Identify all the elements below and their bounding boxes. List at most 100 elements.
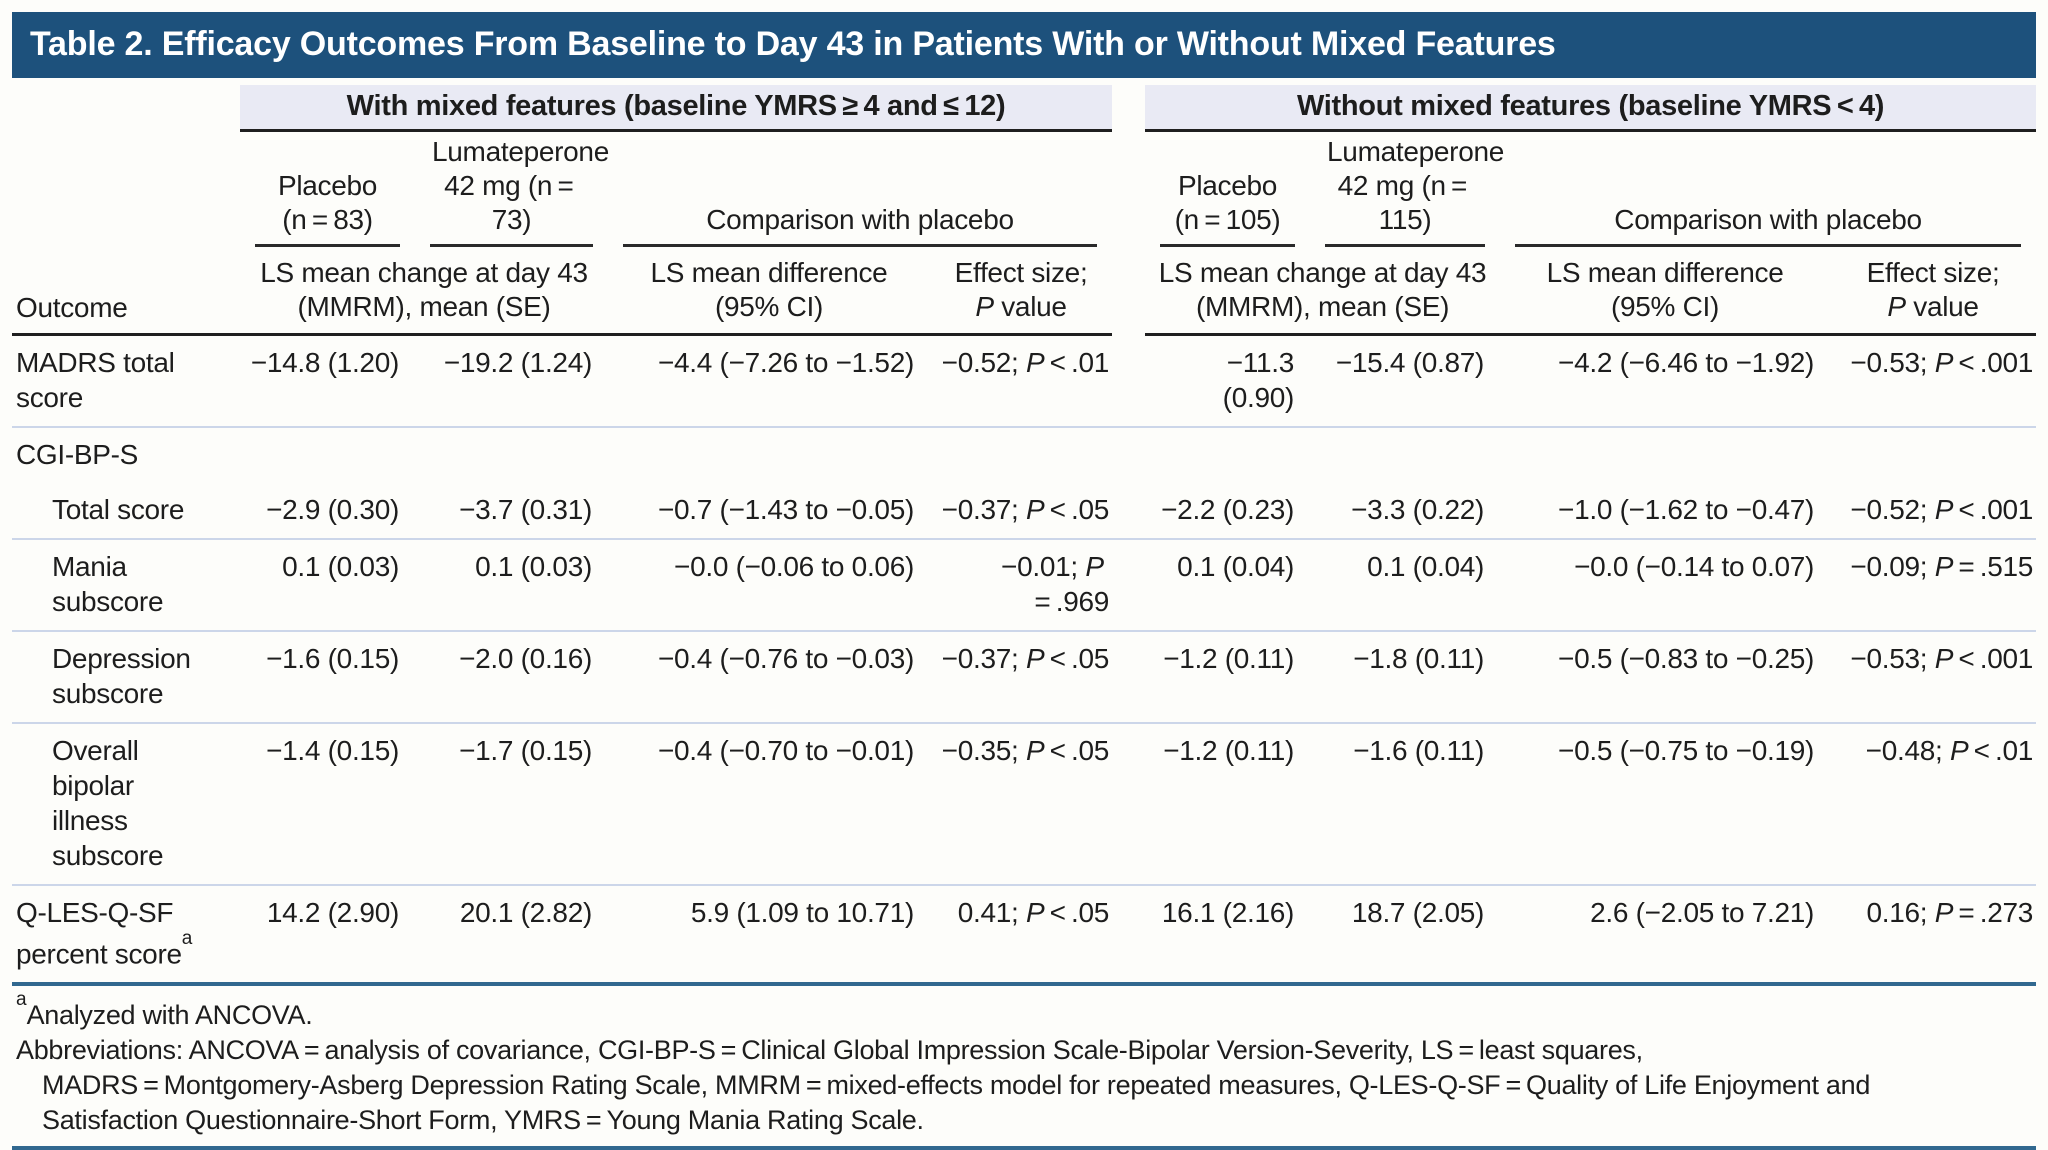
outcome-label: Mania subscore: [12, 538, 240, 631]
footnote-abbreviations-line2: MADRS = Montgomery-Asberg Depression Rat…: [42, 1070, 1871, 1101]
cell-placebo-g1: −1.4 (0.15): [240, 722, 415, 885]
measure-header-row: LS mean change at day 43 (MMRM), mean (S…: [12, 248, 2037, 336]
header-ls-mean-difference-g1: LS mean difference (95% CI): [608, 248, 930, 336]
p-italic: P: [1934, 551, 1954, 582]
header-effect-size-g2: Effect size; P value: [1830, 248, 2037, 336]
p-italic: P: [1949, 735, 1969, 766]
cell-placebo-g1: −14.8 (1.20): [250, 347, 399, 378]
cell-lumateperone-g1: −19.2 (1.24): [443, 347, 592, 378]
group-band-without-mixed: Without mixed features (baseline YMRS < …: [1145, 85, 2037, 132]
cell-placebo-g2: −1.2 (0.11): [1145, 722, 1311, 885]
p-italic: P: [1934, 494, 1954, 525]
arm-header-row: Outcome Placebo (n = 83) Lumateperone 42…: [12, 130, 2036, 336]
cell-difference-g1: −0.7 (−1.43 to −0.05): [657, 494, 914, 525]
cell-lumateperone-g1: −1.7 (0.15): [415, 722, 608, 885]
group-gap: [1112, 131, 1145, 335]
cell-difference-g1: −0.4 (−0.70 to −0.01): [608, 722, 930, 885]
header-placebo-g1: Placebo (n = 83): [240, 131, 415, 249]
empty-cells-g1: [240, 426, 1113, 483]
cell-lumateperone-g1: 0.1 (0.03): [415, 538, 608, 631]
cell-difference-g2: −4.2 (−6.46 to −1.92): [1558, 347, 1815, 378]
cell-effect-g2: −0.53; P < .001: [1850, 347, 2034, 378]
table-row-overall-bipolar-illness-subscore: Overall bipolar illness subscore −1.4 (0…: [12, 722, 2037, 885]
cell-lumateperone-g2: −1.6 (0.11): [1310, 722, 1501, 885]
cell-lumateperone-g1: −3.7 (0.31): [459, 494, 592, 525]
outcome-label: Total score: [52, 494, 185, 525]
header-comparison-g1: Comparison with placebo: [608, 131, 1112, 249]
cell-lumateperone-g2: −3.3 (0.22): [1351, 494, 1485, 525]
group-gap: [1112, 883, 1146, 983]
cell-placebo-g2: 0.1 (0.04): [1145, 538, 1311, 631]
footnotes: aAnalyzed with ANCOVA. Abbreviations: AN…: [12, 986, 2036, 1146]
table-row-cgi-total-score: Total score −2.9 (0.30) −3.7 (0.31) −0.7…: [12, 483, 2036, 539]
table-bottom-rule: [12, 982, 2036, 987]
cell-effect-g1: −0.35; P < .05: [930, 722, 1113, 885]
figure-bottom-rule: [12, 1146, 2036, 1150]
header-comparison-g2: Comparison with placebo: [1500, 131, 2036, 249]
group-gap: [1112, 426, 1146, 483]
header-lumateperone-g1: Lumateperone 42 mg (n = 73): [415, 131, 609, 249]
empty-cells-g2: [1145, 426, 2037, 483]
table-row-qlesq: Q-LES-Q-SF percent scorea 14.2 (2.90) 20…: [12, 883, 2037, 983]
table-row-madrs: MADRS total score −14.8 (1.20) −19.2 (1.…: [12, 335, 2036, 428]
cell-difference-g1: −0.4 (−0.76 to −0.03): [608, 630, 930, 723]
table-row-cgi-bp-s-section: CGI-BP-S: [12, 426, 2037, 483]
cell-placebo-g1: −2.9 (0.30): [266, 494, 399, 525]
p-italic: P: [1025, 494, 1045, 525]
group-band-with-mixed: With mixed features (baseline YMRS ≥ 4 a…: [240, 85, 1113, 132]
cell-lumateperone-g2: −1.8 (0.11): [1310, 630, 1501, 723]
table-title: Table 2. Efficacy Outcomes From Baseline…: [30, 25, 1556, 63]
outcome-label: CGI-BP-S: [12, 426, 240, 483]
footnote-abbreviations-line3: Satisfaction Questionnaire-Short Form, Y…: [42, 1105, 924, 1136]
cell-effect-g1: −0.37; P < .05: [941, 494, 1110, 525]
p-italic: P: [1934, 347, 1954, 378]
table-row-depression-subscore: Depression subscore −1.6 (0.15) −2.0 (0.…: [12, 630, 2037, 723]
outcome-label: Depression subscore: [12, 630, 240, 723]
header-placebo-g2: Placebo (n = 105): [1145, 131, 1310, 249]
cell-effect-g2: −0.53; P < .001: [1830, 630, 2037, 723]
p-italic: P: [1025, 897, 1045, 928]
group-gap: [1112, 630, 1146, 723]
cell-lumateperone-g2: 18.7 (2.05): [1310, 883, 1501, 983]
table-title-bar: Table 2. Efficacy Outcomes From Baseline…: [12, 12, 2036, 78]
cell-placebo-g1: −1.6 (0.15): [240, 630, 415, 723]
cell-difference-g1: −4.4 (−7.26 to −1.52): [657, 347, 914, 378]
group-band-row: With mixed features (baseline YMRS ≥ 4 a…: [12, 85, 2037, 132]
group-gap: [1112, 483, 1145, 539]
cell-effect-g1: −0.01; P = .969: [930, 538, 1113, 631]
cell-lumateperone-g2: 0.1 (0.04): [1310, 538, 1501, 631]
cell-effect-g1: −0.52; P < .01: [941, 347, 1110, 378]
cell-difference-g2: −0.5 (−0.83 to −0.25): [1500, 630, 1831, 723]
cell-placebo-g2: −11.3 (0.90): [1222, 347, 1295, 413]
cell-placebo-g2: −1.2 (0.11): [1145, 630, 1311, 723]
header-effect-size-g1: Effect size; P value: [930, 248, 1113, 336]
cell-difference-g1: 5.9 (1.09 to 10.71): [608, 883, 930, 983]
cell-effect-g1: −0.37; P < .05: [930, 630, 1113, 723]
spacer: [12, 78, 2036, 85]
p-italic: P: [1085, 551, 1104, 582]
cell-placebo-g1: 0.1 (0.03): [240, 538, 415, 631]
header-ls-mean-change-g1: LS mean change at day 43 (MMRM), mean (S…: [240, 248, 608, 336]
footnote-analyzed: aAnalyzed with ANCOVA.: [16, 989, 313, 1031]
group-gap: [1112, 335, 1145, 428]
p-italic: P: [975, 291, 994, 322]
header-lumateperone-g2: Lumateperone 42 mg (n = 115): [1310, 131, 1504, 249]
cell-effect-g1: 0.41; P < .05: [930, 883, 1113, 983]
group-gap: [1112, 722, 1146, 885]
p-italic: P: [1025, 643, 1045, 674]
cell-lumateperone-g2: −15.4 (0.87): [1335, 347, 1485, 378]
outcome-label: Overall bipolar illness subscore: [12, 722, 240, 885]
cell-lumateperone-g1: 20.1 (2.82): [415, 883, 608, 983]
cell-difference-g2: −0.5 (−0.75 to −0.19): [1500, 722, 1831, 885]
cell-difference-g2: −1.0 (−1.62 to −0.47): [1558, 494, 1815, 525]
group-gap: [1112, 538, 1146, 631]
outcome-label: Q-LES-Q-SF percent scorea: [12, 883, 240, 983]
p-italic: P: [1934, 643, 1954, 674]
outcome-column-header: Outcome: [12, 130, 240, 336]
group-gap: [1112, 85, 1145, 131]
cell-placebo-g2: 16.1 (2.16): [1145, 883, 1311, 983]
cell-effect-g2: −0.09; P = .515: [1830, 538, 2037, 631]
table-row-mania-subscore: Mania subscore 0.1 (0.03) 0.1 (0.03) −0.…: [12, 538, 2037, 631]
footnote-marker: a: [16, 989, 27, 1011]
cell-placebo-g2: −2.2 (0.23): [1161, 494, 1295, 525]
